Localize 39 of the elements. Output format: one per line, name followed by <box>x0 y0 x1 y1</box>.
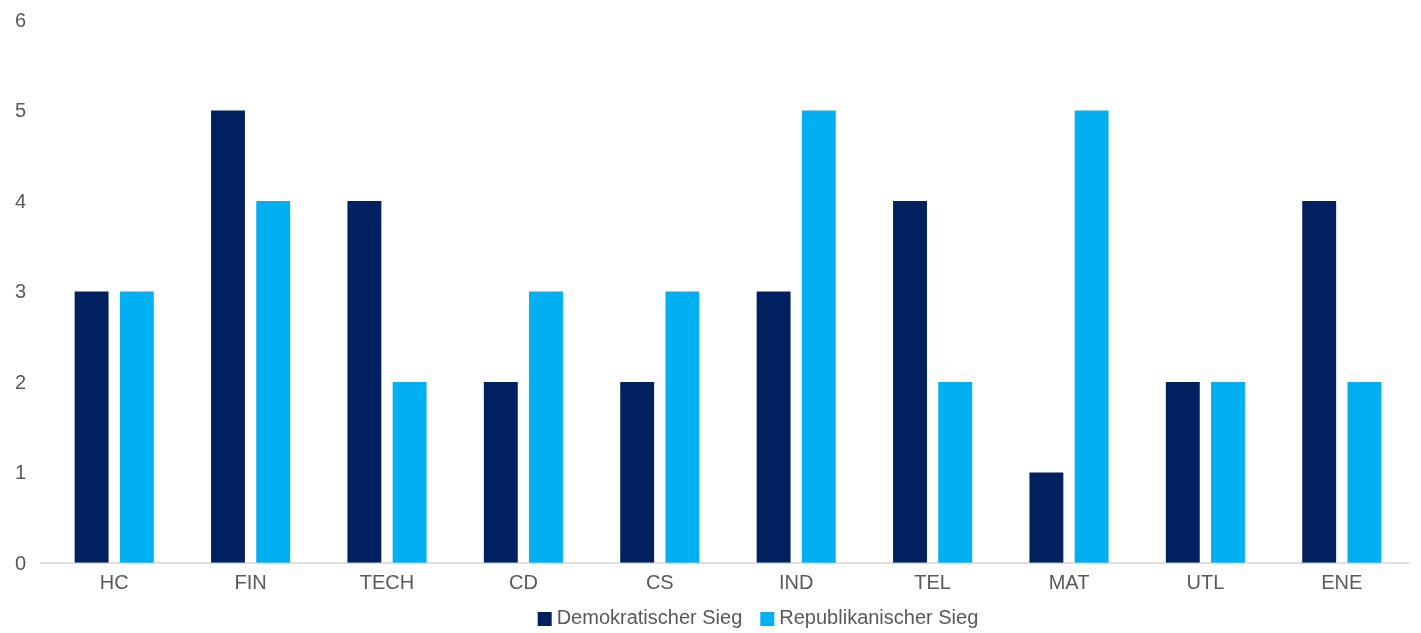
x-tick-label: MAT <box>1048 571 1090 594</box>
x-tick-label: UTL <box>1186 571 1225 594</box>
x-tick-label: IND <box>778 571 814 594</box>
bar <box>1211 382 1245 563</box>
bar <box>756 291 791 563</box>
y-tick-label: 6 <box>14 8 26 31</box>
x-tick-label: FIN <box>234 571 267 594</box>
bar <box>1074 110 1109 563</box>
bar <box>1347 382 1382 563</box>
bar <box>256 201 291 563</box>
x-tick-label: TEL <box>914 571 951 594</box>
bar <box>620 382 655 563</box>
bar <box>665 291 700 563</box>
y-tick-label: 4 <box>14 189 26 212</box>
bar <box>529 291 563 563</box>
x-tick-label: CD <box>508 571 538 594</box>
x-tick-label: CS <box>645 571 674 594</box>
bar <box>1029 472 1064 563</box>
y-tick-label: 5 <box>14 99 26 122</box>
bar <box>1302 201 1337 563</box>
bar <box>483 382 518 563</box>
bar <box>1165 382 1200 563</box>
bar <box>893 201 927 563</box>
bar <box>938 382 973 563</box>
bar <box>392 382 427 563</box>
x-tick-label: TECH <box>359 571 415 594</box>
legend-label: Republikanischer Sieg <box>779 606 979 628</box>
bar <box>119 291 154 563</box>
y-tick-label: 1 <box>14 461 26 484</box>
y-tick-label: 3 <box>14 280 26 303</box>
x-tick-label: ENE <box>1321 571 1363 594</box>
bar <box>347 201 382 563</box>
bar <box>74 291 109 563</box>
y-tick-label: 2 <box>14 370 26 393</box>
y-tick-label: 0 <box>14 551 26 574</box>
x-tick-label: HC <box>99 571 129 594</box>
bar <box>211 110 245 563</box>
legend-label: Demokratischer Sieg <box>556 606 743 628</box>
bar <box>801 110 836 563</box>
